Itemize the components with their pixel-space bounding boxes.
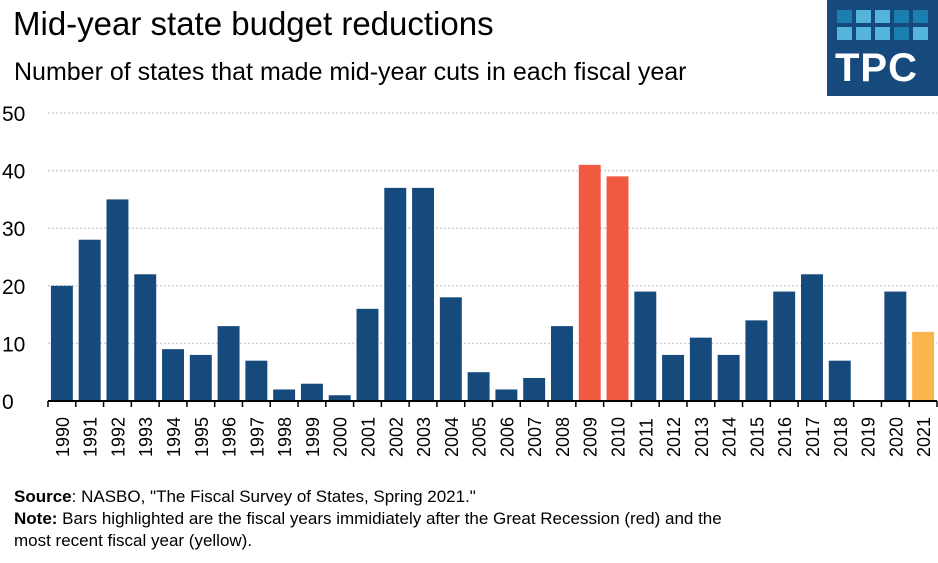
x-tick-label: 2010 [609, 417, 629, 457]
logo-square [894, 27, 909, 40]
y-tick-label: 40 [2, 161, 25, 184]
logo-square [837, 10, 852, 23]
x-tick-label: 2006 [497, 417, 517, 457]
x-tick-label: 2013 [692, 417, 712, 457]
logo-square [837, 27, 852, 40]
logo-square [894, 10, 909, 23]
x-tick-label: 2016 [775, 417, 795, 457]
note-label: Note: [14, 509, 58, 528]
x-tick-label: 1992 [108, 417, 128, 457]
bar-2011 [634, 291, 657, 401]
bar-1991 [78, 239, 101, 401]
bar-2017 [801, 274, 823, 401]
chart-subtitle: Number of states that made mid-year cuts… [14, 58, 687, 86]
x-tick-label: 2001 [358, 417, 378, 457]
x-tick-label: 1990 [53, 417, 73, 457]
x-tick-label: 2018 [831, 417, 851, 457]
note-text: Bars highlighted are the fiscal years im… [57, 509, 722, 528]
x-tick-label: 2008 [553, 417, 573, 457]
x-tick-label: 2019 [859, 417, 879, 457]
x-tick-label: 2000 [331, 417, 351, 457]
x-tick-label: 1998 [275, 417, 295, 457]
bar-2012 [662, 354, 685, 401]
x-tick-label: 2009 [581, 417, 601, 457]
bar-2013 [689, 337, 712, 401]
logo-square [856, 10, 871, 23]
bar-2016 [773, 291, 796, 401]
x-tick-label: 2004 [442, 417, 462, 457]
y-tick-label: 20 [2, 276, 25, 299]
bar-1996 [217, 326, 240, 401]
bar-1998 [273, 389, 296, 401]
source-line: Source: NASBO, "The Fiscal Survey of Sta… [14, 486, 476, 507]
y-tick-label: 0 [2, 391, 14, 414]
x-tick-label: 1994 [164, 417, 184, 457]
bar-2003 [412, 187, 435, 401]
bar-2014 [717, 354, 740, 401]
y-tick-label: 30 [2, 218, 25, 241]
bar-1992 [106, 199, 129, 401]
x-tick-label: 2014 [720, 417, 740, 457]
y-tick-label: 50 [2, 103, 25, 126]
logo-text: TPC [835, 46, 918, 90]
bar-1999 [300, 383, 323, 401]
note-line-2: most recent fiscal year (yellow). [14, 531, 253, 550]
x-tick-label: 2011 [636, 418, 656, 457]
x-tick-label: 1995 [192, 417, 212, 457]
bar-2008 [550, 326, 573, 401]
x-tick-label: 1996 [220, 417, 240, 457]
bar-2010 [606, 176, 629, 401]
bar-2007 [523, 377, 546, 401]
x-tick-label: 1997 [247, 417, 267, 457]
bar-2018 [828, 360, 851, 401]
bar-2020 [884, 291, 907, 401]
x-tick-label: 2003 [414, 417, 434, 457]
y-tick-label: 10 [2, 333, 25, 356]
bar-2001 [356, 308, 379, 401]
bar-2004 [439, 297, 462, 401]
logo-square [913, 27, 928, 40]
note-line: Note: Bars highlighted are the fiscal ye… [14, 508, 722, 529]
bar-2015 [745, 320, 768, 401]
bar-2005 [467, 372, 490, 401]
tpc-logo: TPC [827, 0, 938, 96]
x-tick-label: 1991 [81, 417, 101, 457]
bar-1993 [134, 274, 157, 401]
chart-title: Mid-year state budget reductions [13, 5, 494, 42]
x-tick-label: 2007 [525, 417, 545, 457]
x-tick-label: 2015 [747, 417, 767, 457]
bar-2000 [328, 395, 351, 401]
bar-2021 [912, 331, 935, 401]
bar-1995 [189, 354, 212, 401]
x-tick-label: 2005 [470, 417, 490, 457]
bar-1994 [162, 349, 184, 401]
bar-2002 [384, 187, 407, 401]
x-tick-label: 2020 [886, 417, 906, 457]
source-text: : NASBO, "The Fiscal Survey of States, S… [71, 487, 476, 506]
bar-1990 [50, 285, 73, 401]
x-tick-label: 1999 [303, 417, 323, 457]
logo-square [856, 27, 871, 40]
bar-2009 [578, 164, 601, 401]
x-tick-label: 2012 [664, 417, 684, 457]
logo-square [875, 10, 890, 23]
source-label: Source [14, 487, 72, 506]
bar-1997 [245, 360, 268, 401]
x-tick-label: 2017 [803, 417, 823, 457]
logo-square [913, 10, 928, 23]
x-tick-label: 2021 [914, 417, 934, 457]
bar-chart: 0 10 20 30 40 50 1990 1991 1992 1993 1994 1995 1996 1… [2, 103, 938, 457]
x-tick-label: 2002 [386, 417, 406, 457]
bar-2006 [495, 389, 518, 401]
logo-square [875, 27, 890, 40]
x-tick-label: 1993 [136, 417, 156, 457]
